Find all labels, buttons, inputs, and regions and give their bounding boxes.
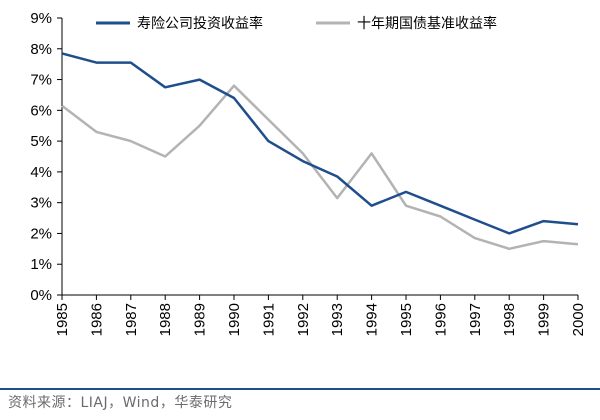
legend-label-series-1: 十年期国债基准收益率 xyxy=(357,15,497,32)
legend: 寿险公司投资收益率 十年期国债基准收益率 xyxy=(96,15,497,32)
x-axis-ticks: 1985 1986 1987 1988 1989 1990 1991 1992 1993 1994… xyxy=(54,295,587,336)
x-tick-label: 1997 xyxy=(467,303,484,336)
x-tick-label: 1996 xyxy=(432,303,449,336)
x-tick-label: 1998 xyxy=(501,303,518,336)
y-tick-label: 5% xyxy=(30,133,52,150)
y-tick-label: 6% xyxy=(30,102,52,119)
source-note: 资料来源：LIAJ，Wind，华泰研究 xyxy=(8,395,233,411)
y-tick-label: 0% xyxy=(30,287,52,304)
x-tick-label: 1985 xyxy=(54,303,71,336)
x-tick-label: 1994 xyxy=(364,303,381,336)
x-tick-label: 1999 xyxy=(536,303,553,336)
x-tick-label: 1988 xyxy=(157,303,174,336)
x-tick-label: 1992 xyxy=(295,303,312,336)
y-tick-label: 2% xyxy=(30,225,52,242)
axes xyxy=(61,18,578,296)
x-tick-label: 1991 xyxy=(260,303,277,336)
y-tick-label: 1% xyxy=(30,256,52,273)
legend-label-series-0: 寿险公司投资收益率 xyxy=(137,15,263,32)
y-tick-label: 3% xyxy=(30,195,52,212)
y-axis-ticks: 0% 1% 2% 3% 4% 5% 6% 7% 8% 9% xyxy=(30,10,62,304)
source-divider xyxy=(0,388,600,390)
x-tick-label: 2000 xyxy=(570,303,587,336)
y-tick-label: 8% xyxy=(30,41,52,58)
y-tick-label: 9% xyxy=(30,10,52,27)
y-tick-label: 7% xyxy=(30,72,52,89)
series-line-0 xyxy=(61,52,579,235)
series-lines xyxy=(61,52,579,251)
line-chart: 0%1%2%3%4%5%6%7%8%9% 1985 1986 1987 1988 198… xyxy=(30,10,587,336)
x-tick-label: 1993 xyxy=(329,303,346,336)
x-tick-label: 1995 xyxy=(398,303,415,336)
x-tick-label: 1987 xyxy=(123,303,140,336)
series-line-1 xyxy=(61,84,579,251)
x-tick-label: 1986 xyxy=(88,303,105,336)
x-tick-label: 1990 xyxy=(226,303,243,336)
y-tick-label: 4% xyxy=(30,164,52,181)
x-tick-label: 1989 xyxy=(192,303,209,336)
